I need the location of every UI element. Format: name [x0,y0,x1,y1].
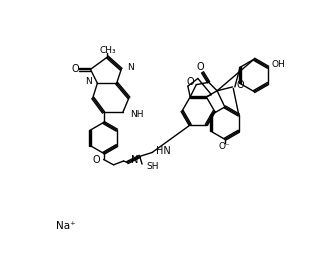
Text: OH: OH [272,60,286,69]
Text: N: N [85,77,92,86]
Text: O: O [92,155,100,165]
Text: O: O [196,62,204,72]
Text: NH: NH [131,110,144,119]
Text: N: N [131,155,139,165]
Text: O: O [71,64,79,74]
Text: SH: SH [146,162,158,171]
Text: O: O [187,77,194,87]
Text: O⁻: O⁻ [219,142,231,151]
Text: O: O [236,80,244,90]
Text: HN: HN [156,146,171,156]
Text: Na⁺: Na⁺ [56,221,75,231]
Text: CH₃: CH₃ [99,46,116,55]
Text: N: N [127,63,133,72]
